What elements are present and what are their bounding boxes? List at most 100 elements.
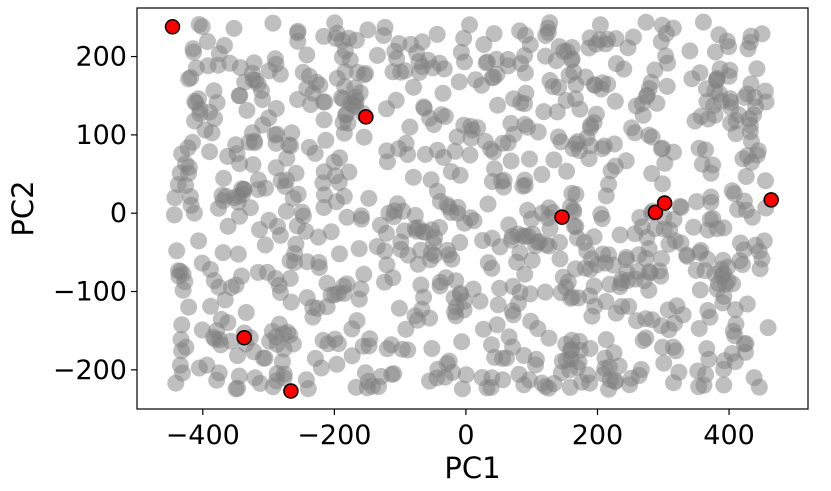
data-point bbox=[298, 253, 316, 271]
data-point bbox=[177, 338, 195, 356]
data-point bbox=[500, 216, 518, 234]
data-point bbox=[606, 92, 624, 110]
data-point bbox=[404, 168, 422, 186]
x-axis-label: PC1 bbox=[444, 451, 500, 485]
data-point bbox=[475, 36, 493, 53]
data-point bbox=[434, 84, 452, 102]
data-point bbox=[461, 146, 479, 164]
data-point bbox=[275, 369, 293, 387]
data-point bbox=[465, 212, 483, 230]
data-point bbox=[390, 299, 408, 317]
data-point bbox=[184, 133, 201, 151]
data-point bbox=[237, 304, 255, 321]
data-point bbox=[697, 366, 715, 384]
data-point bbox=[409, 219, 427, 237]
data-point bbox=[697, 141, 714, 159]
data-point bbox=[742, 75, 760, 93]
data-point bbox=[535, 103, 553, 121]
data-point bbox=[657, 47, 675, 65]
data-point bbox=[671, 197, 689, 215]
data-point bbox=[701, 308, 719, 326]
y-tick-label: −200 bbox=[53, 355, 127, 386]
data-point bbox=[511, 244, 529, 262]
data-point bbox=[640, 240, 658, 258]
data-point bbox=[489, 96, 507, 114]
data-point bbox=[626, 124, 644, 142]
data-point bbox=[514, 227, 532, 245]
data-point bbox=[702, 188, 720, 206]
data-point bbox=[208, 322, 226, 340]
data-point bbox=[585, 277, 603, 295]
data-point bbox=[451, 234, 469, 251]
data-point bbox=[685, 218, 703, 236]
x-tick-label: −200 bbox=[297, 420, 371, 451]
data-point bbox=[516, 26, 534, 44]
data-point bbox=[405, 78, 422, 96]
data-point bbox=[502, 114, 520, 132]
data-point bbox=[687, 261, 705, 279]
data-point bbox=[406, 307, 424, 325]
data-point bbox=[350, 240, 368, 258]
data-point bbox=[314, 174, 332, 192]
data-point bbox=[502, 152, 520, 170]
data-point bbox=[495, 178, 513, 196]
data-point bbox=[600, 175, 618, 193]
x-tick-label: 200 bbox=[572, 420, 624, 451]
data-point bbox=[488, 65, 506, 83]
data-point bbox=[445, 289, 463, 307]
data-point bbox=[254, 91, 271, 108]
data-point bbox=[205, 272, 223, 290]
data-point bbox=[750, 378, 768, 396]
data-point bbox=[229, 193, 247, 211]
data-point bbox=[371, 216, 389, 234]
data-point bbox=[738, 295, 756, 313]
data-point bbox=[203, 124, 221, 142]
data-point bbox=[399, 341, 417, 359]
data-point bbox=[593, 210, 611, 227]
data-point bbox=[268, 125, 286, 143]
data-point bbox=[660, 321, 678, 339]
data-point bbox=[361, 330, 379, 348]
data-point bbox=[397, 320, 415, 338]
data-point bbox=[233, 267, 250, 285]
data-point bbox=[415, 99, 433, 117]
data-point bbox=[325, 153, 343, 171]
data-point bbox=[165, 206, 183, 224]
data-point bbox=[659, 301, 677, 319]
data-point bbox=[601, 371, 619, 389]
background-points bbox=[165, 13, 777, 398]
data-point bbox=[214, 244, 232, 262]
data-point bbox=[348, 312, 366, 330]
data-point bbox=[637, 329, 655, 347]
data-point bbox=[199, 33, 216, 50]
data-point bbox=[690, 320, 708, 337]
data-point bbox=[715, 376, 733, 394]
data-point bbox=[694, 13, 712, 31]
data-point bbox=[287, 164, 305, 182]
data-point bbox=[229, 347, 246, 365]
data-point bbox=[516, 95, 534, 113]
data-point bbox=[670, 363, 688, 381]
data-point bbox=[338, 275, 356, 293]
data-point bbox=[428, 25, 446, 43]
data-point bbox=[360, 189, 378, 207]
y-axis: −200 −100 0 100 200 bbox=[53, 42, 137, 386]
data-point bbox=[453, 333, 471, 351]
data-point bbox=[488, 316, 506, 334]
data-point bbox=[245, 343, 263, 361]
data-point bbox=[184, 40, 202, 58]
data-point bbox=[650, 262, 668, 280]
data-point bbox=[475, 320, 492, 338]
data-point bbox=[491, 279, 509, 297]
data-point bbox=[587, 105, 605, 123]
data-point bbox=[665, 210, 683, 228]
data-point bbox=[489, 296, 507, 314]
data-point bbox=[637, 13, 655, 31]
data-point bbox=[190, 232, 208, 250]
data-point bbox=[331, 245, 348, 263]
data-point bbox=[167, 374, 185, 392]
data-point bbox=[397, 134, 415, 152]
data-point bbox=[338, 208, 356, 226]
data-point bbox=[322, 223, 340, 241]
highlighted-points bbox=[164, 19, 779, 399]
